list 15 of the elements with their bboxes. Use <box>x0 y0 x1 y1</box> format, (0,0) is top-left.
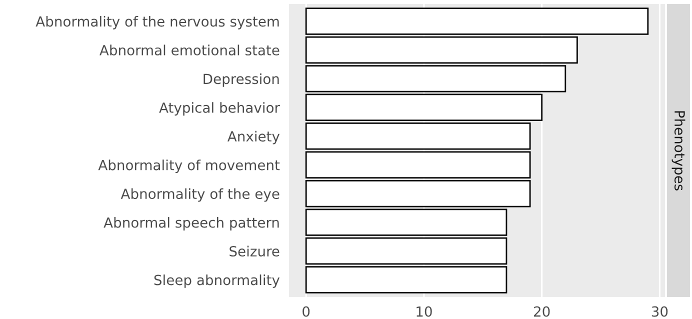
text: Phenotypes <box>672 111 686 190</box>
x-tick-label: 30 <box>652 306 668 317</box>
y-tick-label: Atypical behavior <box>159 102 280 116</box>
y-tick-label: Abnormality of movement <box>98 160 280 174</box>
y-tick-label: Abnormality of the eye <box>120 188 280 202</box>
y-tick-label: Abnormal emotional state <box>100 44 280 56</box>
y-tick-label: Abnormality of the nervous system <box>36 16 279 30</box>
y-tick-label: Abnormal speech pattern <box>104 217 279 230</box>
y-tick-label: Sleep abnormality <box>154 274 280 288</box>
y-tick-label: Depression <box>204 73 279 87</box>
x-tick-label: 20 <box>534 306 550 317</box>
y-tick-label: Anxiety <box>227 130 280 144</box>
x-tick-label: 10 <box>416 306 432 317</box>
x-tick-label: 0 <box>302 306 310 317</box>
y-tick-label: Seizure <box>230 246 280 257</box>
